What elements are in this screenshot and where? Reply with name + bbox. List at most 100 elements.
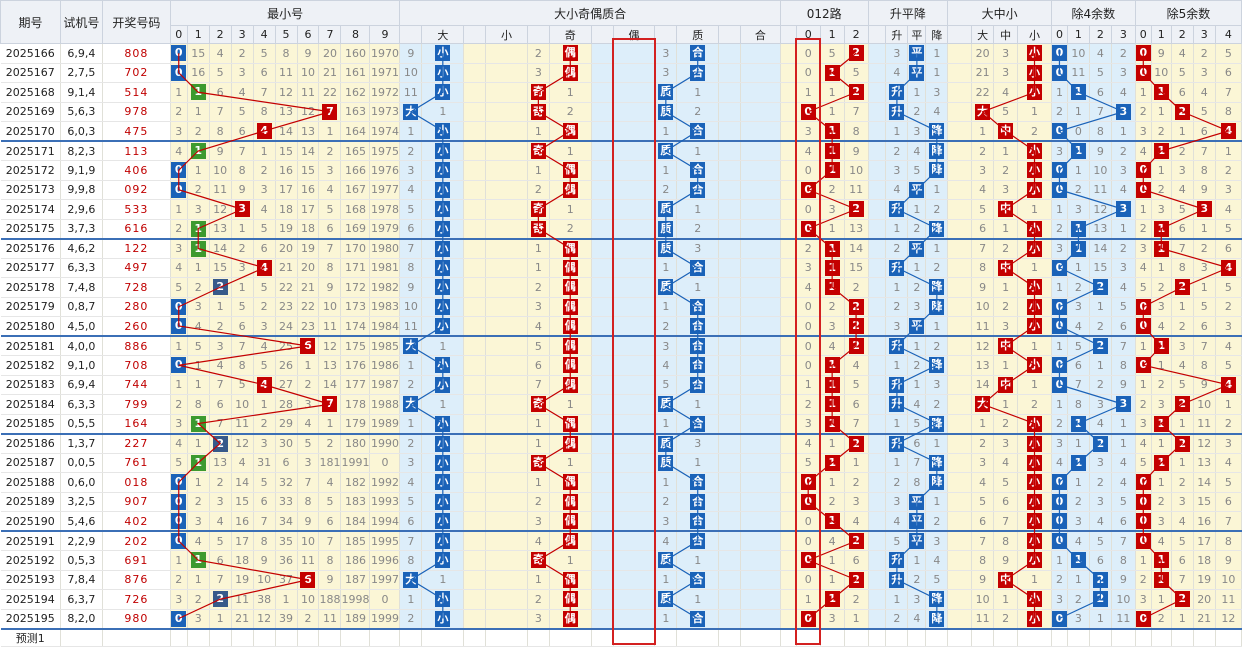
prediction-cell[interactable] (885, 628, 909, 647)
subheader-bsoe-gap-6[interactable] (718, 25, 741, 44)
subheader-r012-gap[interactable] (779, 25, 797, 44)
prediction-cell[interactable] (844, 628, 869, 647)
col-group-min[interactable]: 最小号 (169, 0, 401, 26)
col-group-bsoe[interactable]: 大小奇偶质合 (399, 0, 781, 26)
subheader-bms-gap[interactable] (947, 25, 973, 44)
prediction-cell[interactable] (1193, 628, 1216, 647)
subheader-bsoe-gap-5[interactable] (654, 25, 678, 44)
subheader-bms-mid[interactable]: 中 (993, 25, 1019, 44)
prediction-cell[interactable] (676, 628, 720, 647)
prediction-cell[interactable] (654, 628, 678, 647)
subheader-mod5-2[interactable]: 2 (1170, 25, 1194, 44)
table-row[interactable]: 2025180 4,5,0 260 0 4 2 6 3 24 23 11 174 1984 11 小 4 偶 2 合… (0, 316, 1242, 337)
subheader-bsoe-gap-2[interactable] (463, 25, 487, 44)
prediction-row[interactable]: 预测1 (0, 628, 1242, 647)
prediction-cell[interactable] (1051, 628, 1068, 647)
prediction-cell[interactable] (947, 628, 973, 647)
subheader-trend-flat[interactable]: 平 (907, 25, 927, 44)
subheader-bsoe-gap-1[interactable] (399, 25, 423, 44)
prediction-cell[interactable] (868, 628, 887, 647)
table-row[interactable]: 2025193 7,8,4 876 2 1 7 19 10 37 6 9 187 1997 大 1 1 偶 1 合 0… (0, 570, 1242, 590)
prediction-cell[interactable] (613, 628, 656, 647)
prediction-cell[interactable] (485, 628, 528, 647)
table-row[interactable]: 2025179 0,8,7 280 0 3 1 5 2 23 22 10 173 1983 10 小 3 偶 1 合… (0, 297, 1242, 317)
subheader-min-digit-1[interactable]: 1 (186, 25, 210, 44)
table-row[interactable]: 2025181 4,0,0 886 1 5 3 7 4 25 6 12 175 1985 大 1 5 偶 3 合 0 4… (0, 336, 1242, 356)
subheader-min-digit-0[interactable]: 0 (169, 25, 188, 44)
subheader-bsoe-prime[interactable]: 质 (676, 25, 720, 44)
subheader-route-1[interactable]: 1 (819, 25, 845, 44)
subheader-trend-down[interactable]: 降 (925, 25, 949, 44)
subheader-bsoe-even[interactable]: 偶 (612, 25, 656, 44)
table-row[interactable]: 2025177 6,3,3 497 4 1 15 3 4 21 20 8 171 1981 8 小 1 偶 1 合 3… (0, 258, 1242, 278)
prediction-cell[interactable] (231, 628, 254, 647)
subheader-bsoe-big[interactable]: 大 (421, 25, 465, 44)
prediction-cell[interactable] (421, 628, 465, 647)
subheader-mod5-4[interactable]: 4 (1214, 25, 1242, 44)
col-draw-number[interactable]: 开奖号码 (101, 0, 171, 44)
subheader-mod5-1[interactable]: 1 (1150, 25, 1172, 44)
prediction-cell[interactable] (340, 628, 371, 647)
prediction-cell[interactable] (399, 628, 423, 647)
prediction-cell[interactable] (253, 628, 276, 647)
subheader-min-digit-5[interactable]: 5 (274, 25, 298, 44)
subheader-min-digit-7[interactable]: 7 (318, 25, 342, 44)
prediction-cell[interactable] (1089, 628, 1112, 647)
table-row[interactable]: 2025188 0,6,0 018 0 1 2 14 5 32 7 4 182 1992 4 小 1 偶 1 合 0 1… (0, 472, 1242, 493)
prediction-cell[interactable] (1151, 628, 1172, 647)
table-row[interactable]: 2025168 9,1,4 514 1 1 6 4 7 12 11 22 162 1972 11 小奇 1 质 1… (0, 82, 1242, 103)
prediction-cell[interactable] (1111, 628, 1136, 647)
subheader-bsoe-small[interactable]: 小 (485, 25, 528, 44)
prediction-cell[interactable] (971, 628, 995, 647)
subheader-bsoe-odd[interactable]: 奇 (548, 25, 592, 44)
table-row[interactable]: 2025174 2,9,6 533 1 3 12 3 4 18 17 5 168 1978 5 小奇 1 质 1 0… (0, 199, 1242, 220)
subheader-min-digit-9[interactable]: 9 (369, 25, 401, 44)
table-row[interactable]: 2025183 6,9,4 744 1 1 7 5 4 27 2 14 177 1987 2 小 7 偶 5 合 1 1… (0, 375, 1242, 395)
table-row[interactable]: 2025176 4,6,2 122 3 1 14 2 6 20 19 7 170 1980 7 小 1 偶质 3 2… (0, 238, 1242, 259)
prediction-cell[interactable] (1067, 628, 1090, 647)
prediction-cell[interactable] (820, 628, 845, 647)
prediction-cell[interactable] (60, 628, 103, 647)
prediction-cell[interactable] (925, 628, 949, 647)
table-row[interactable]: 2025172 9,1,9 406 0 1 10 8 2 16 15 3 166 1976 3 小 1 偶 1 合 0… (0, 160, 1242, 181)
subheader-bms-big[interactable]: 大 (971, 25, 995, 44)
subheader-mod4-2[interactable]: 2 (1088, 25, 1112, 44)
table-row[interactable]: 2025185 0,5,5 164 3 1 7 11 2 29 4 1 179 1989 1 小 1 偶 1 合 3 1… (0, 414, 1242, 435)
prediction-cell[interactable] (740, 628, 781, 647)
table-row[interactable]: 2025170 6,0,3 475 3 2 8 6 4 14 13 1 164 1974 1 小 1 偶 1 合 3 1… (0, 121, 1242, 142)
prediction-cell[interactable] (463, 628, 487, 647)
prediction-cell[interactable] (527, 628, 550, 647)
prediction-cell[interactable] (1135, 628, 1152, 647)
prediction-cell[interactable] (187, 628, 210, 647)
prediction-cell[interactable] (209, 628, 232, 647)
subheader-route-0[interactable]: 0 (795, 25, 821, 44)
subheader-min-digit-4[interactable]: 4 (252, 25, 276, 44)
prediction-cell[interactable] (297, 628, 320, 647)
table-row[interactable]: 2025195 8,2,0 980 0 3 1 21 12 39 2 11 189 1999 2 小 3 偶 1 合… (0, 609, 1242, 630)
prediction-cell[interactable] (796, 628, 821, 647)
subheader-mod4-1[interactable]: 1 (1066, 25, 1090, 44)
subheader-min-digit-2[interactable]: 2 (208, 25, 232, 44)
col-test-number[interactable]: 试机号 (59, 0, 103, 44)
subheader-route-2[interactable]: 2 (843, 25, 869, 44)
prediction-cell[interactable] (1017, 628, 1052, 647)
subheader-min-digit-3[interactable]: 3 (230, 25, 254, 44)
table-row[interactable]: 2025184 6,3,3 799 2 8 6 10 1 28 3 7 178 1988 大 1 奇 1 质 1 2 1… (0, 394, 1242, 415)
table-row[interactable]: 2025191 2,2,9 202 0 4 5 17 8 35 10 7 185 1995 7 小 4 偶 4 合 0… (0, 531, 1242, 551)
col-group-trend[interactable]: 升平降 (867, 0, 949, 26)
col-group-mod5[interactable]: 除5余数 (1134, 0, 1242, 26)
prediction-cell[interactable] (591, 628, 614, 647)
table-row[interactable]: 2025178 7,4,8 728 5 2 2 1 5 22 21 9 172 1982 9 小 2 偶质 1 4 1… (0, 277, 1242, 298)
table-row[interactable]: 2025166 6,9,4 808 0 15 4 2 5 8 9 20 160 1970 9 小 2 偶 3 合 0 5… (0, 43, 1242, 64)
subheader-min-digit-6[interactable]: 6 (296, 25, 320, 44)
prediction-cell[interactable] (907, 628, 927, 647)
prediction-cell[interactable] (369, 628, 401, 647)
prediction-cell[interactable] (993, 628, 1019, 647)
table-row[interactable]: 2025175 3,7,3 616 2 1 13 1 5 19 18 6 169 1979 6 小奇 2 质 2 0… (0, 219, 1242, 240)
table-row[interactable]: 2025194 6,3,7 726 3 2 2 11 38 1 10 188 1998 0 1 小 2 偶质 1 1… (0, 589, 1242, 610)
table-row[interactable]: 2025169 5,6,3 978 2 1 7 5 8 13 12 7 163 1973 大 1 奇 2 质 2 0 1… (0, 102, 1242, 122)
prediction-cell[interactable] (780, 628, 797, 647)
subheader-bsoe-composite[interactable]: 合 (740, 25, 781, 44)
table-row[interactable]: 2025192 0,5,3 691 1 1 6 18 9 36 11 8 186 1996 8 小奇 1 质 1 0… (0, 550, 1242, 571)
prediction-cell[interactable] (1171, 628, 1194, 647)
